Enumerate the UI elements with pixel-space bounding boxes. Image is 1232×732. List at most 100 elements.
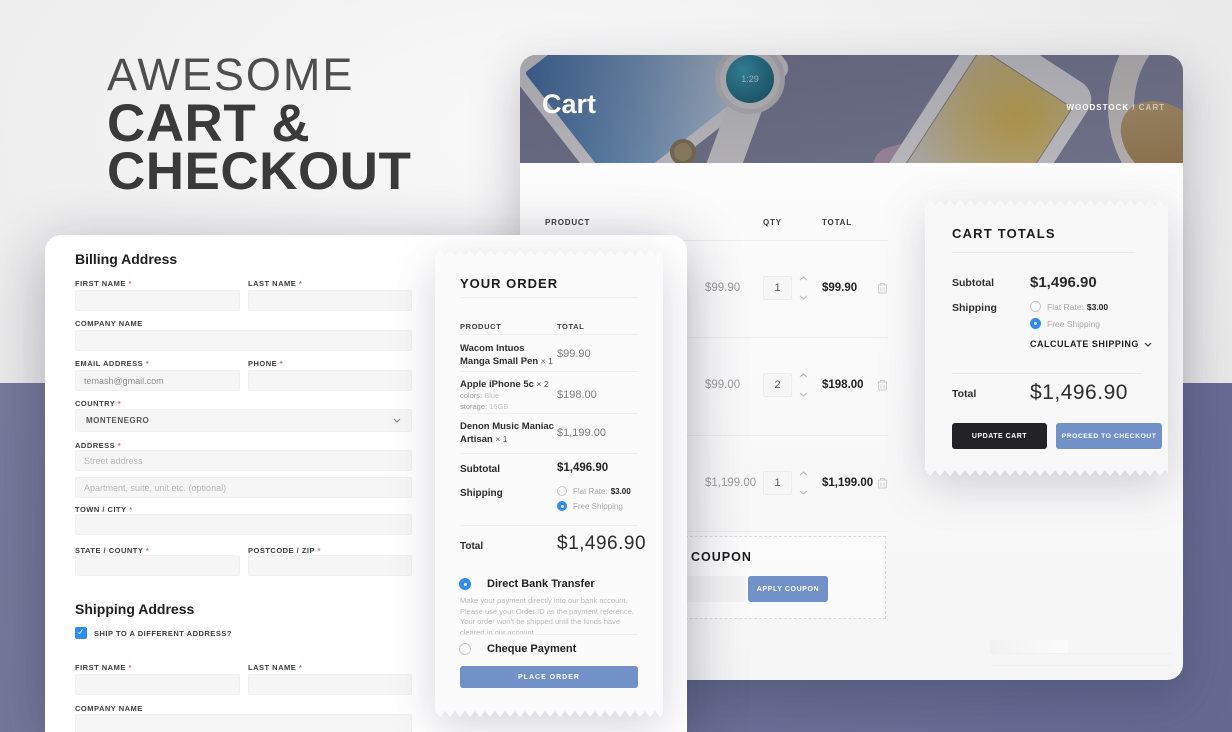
last-name-label: LAST NAME *	[248, 279, 302, 288]
order-flat-rate-option[interactable]: Flat Rate: $3.00	[557, 486, 631, 496]
shipping-first-name-label: FIRST NAME *	[75, 663, 132, 672]
quantity-arrows[interactable]	[798, 373, 808, 397]
quantity-arrows[interactable]	[798, 276, 808, 300]
remove-item-button[interactable]	[877, 378, 888, 396]
zigzag-top-edge	[925, 200, 1168, 206]
apply-coupon-button[interactable]: APPLY COUPON	[748, 576, 828, 602]
order-item-name: Wacom Intuos Manga Small Pen × 1	[460, 343, 555, 368]
free-shipping-option[interactable]: Free Shipping	[1030, 318, 1100, 329]
billing-company-input[interactable]	[75, 330, 412, 351]
remove-item-button[interactable]	[877, 476, 888, 494]
item-qty: × 2	[536, 379, 549, 389]
zigzag-bottom-edge	[925, 470, 1168, 476]
apartment-input[interactable]	[75, 477, 412, 498]
zigzag-bottom-edge	[435, 711, 663, 717]
quantity-arrows[interactable]	[798, 471, 808, 495]
attr-value: Blue	[484, 391, 500, 400]
chevron-up-icon[interactable]	[799, 471, 808, 476]
item-qty: × 1	[495, 434, 508, 444]
item-name-text: Apple iPhone 5c	[460, 379, 534, 390]
attr-key: storage:	[460, 402, 488, 411]
flat-rate-option[interactable]: Flat Rate: $3.00	[1030, 301, 1108, 312]
chevron-down-icon[interactable]	[799, 490, 808, 495]
update-cart-button[interactable]: UPDATE CART	[952, 423, 1047, 449]
country-select[interactable]: MONTENEGRO	[75, 409, 412, 432]
town-city-label: TOWN / CITY *	[75, 505, 133, 514]
street-address-input[interactable]	[75, 450, 412, 471]
chevron-down-icon	[1144, 342, 1152, 347]
item-name-text: Wacom Intuos Manga Small Pen	[460, 343, 539, 367]
radio-selected-icon[interactable]	[557, 501, 567, 511]
cart-hero-banner: 1:29 Cart WOODSTOCK / CART	[520, 55, 1183, 163]
ship-different-row[interactable]: SHIP TO A DIFFERENT ADDRESS?	[75, 627, 232, 639]
chevron-up-icon[interactable]	[799, 276, 808, 281]
country-selected-value: MONTENEGRO	[86, 416, 150, 425]
bank-transfer-label: Direct Bank Transfer	[487, 578, 595, 590]
chevron-up-icon[interactable]	[799, 373, 808, 378]
flat-rate-label: Flat Rate:	[573, 486, 608, 496]
breadcrumb[interactable]: WOODSTOCK / CART	[1066, 103, 1165, 112]
order-item-name: Apple iPhone 5c × 2	[460, 378, 555, 391]
checkbox-checked-icon[interactable]	[75, 627, 87, 639]
calculate-shipping-link[interactable]: CALCULATE SHIPPING	[1030, 339, 1152, 349]
billing-email-input[interactable]	[75, 370, 240, 391]
shipping-first-name-input[interactable]	[75, 674, 240, 695]
divider	[460, 525, 638, 526]
breadcrumb-site[interactable]: WOODSTOCK	[1066, 103, 1130, 112]
proceed-to-checkout-button[interactable]: PROCEED TO CHECKOUT	[1056, 423, 1162, 449]
divider	[460, 334, 638, 335]
quantity-stepper[interactable]: 2	[763, 373, 792, 397]
required-mark: *	[145, 359, 150, 368]
billing-first-name-input[interactable]	[75, 290, 240, 311]
label-text: FIRST NAME	[75, 663, 126, 672]
email-label: EMAIL ADDRESS *	[75, 359, 149, 368]
postcode-input[interactable]	[248, 555, 412, 576]
bank-transfer-description: Make your payment directly into our bank…	[460, 596, 634, 637]
cart-totals-title: CART TOTALS	[952, 226, 1056, 241]
free-shipping-label: Free Shipping	[1047, 318, 1100, 329]
order-free-shipping-option[interactable]: Free Shipping	[557, 501, 623, 511]
shipping-label: Shipping	[952, 302, 997, 314]
shipping-company-label: COMPANY NAME	[75, 704, 143, 713]
trash-icon[interactable]	[877, 379, 888, 391]
coupon-title: COUPON	[691, 550, 752, 564]
total-label: Total	[952, 388, 977, 400]
label-text: ADDRESS	[75, 441, 116, 450]
required-mark: *	[298, 663, 303, 672]
page-title: Cart	[542, 89, 597, 119]
quantity-stepper[interactable]: 1	[763, 471, 792, 495]
item-unit-price: $99.00	[705, 379, 741, 391]
shipping-last-name-input[interactable]	[248, 674, 412, 695]
trash-icon[interactable]	[877, 477, 888, 489]
order-subtotal-value: $1,496.90	[557, 462, 609, 474]
order-subtotal-label: Subtotal	[460, 464, 500, 475]
required-mark: *	[317, 546, 321, 555]
shipping-company-input[interactable]	[75, 714, 412, 732]
cutoff-line	[990, 653, 1172, 654]
divider	[460, 297, 638, 298]
label-text: LAST NAME	[248, 663, 297, 672]
billing-last-name-input[interactable]	[248, 290, 412, 311]
radio-icon[interactable]	[1030, 301, 1041, 312]
radio-selected-icon[interactable]	[1030, 318, 1041, 329]
cheque-payment-option[interactable]: Cheque Payment	[459, 643, 576, 655]
town-city-input[interactable]	[75, 514, 412, 535]
chevron-down-icon[interactable]	[799, 295, 808, 300]
divider	[952, 373, 1141, 374]
column-header-total: TOTAL	[822, 218, 852, 227]
place-order-button[interactable]: PLACE ORDER	[460, 666, 638, 688]
trash-icon[interactable]	[877, 282, 888, 294]
radio-selected-icon[interactable]	[459, 578, 471, 590]
remove-item-button[interactable]	[877, 281, 888, 299]
radio-icon[interactable]	[557, 486, 567, 496]
order-total-value: $1,496.90	[557, 533, 647, 554]
order-item-total: $99.90	[557, 348, 591, 360]
radio-icon[interactable]	[459, 643, 471, 655]
billing-phone-input[interactable]	[248, 370, 412, 391]
bank-transfer-option[interactable]: Direct Bank Transfer	[459, 578, 595, 590]
chevron-down-icon[interactable]	[799, 392, 808, 397]
breadcrumb-page: CART	[1138, 103, 1165, 112]
quantity-stepper[interactable]: 1	[763, 276, 792, 300]
state-county-input[interactable]	[75, 555, 240, 576]
